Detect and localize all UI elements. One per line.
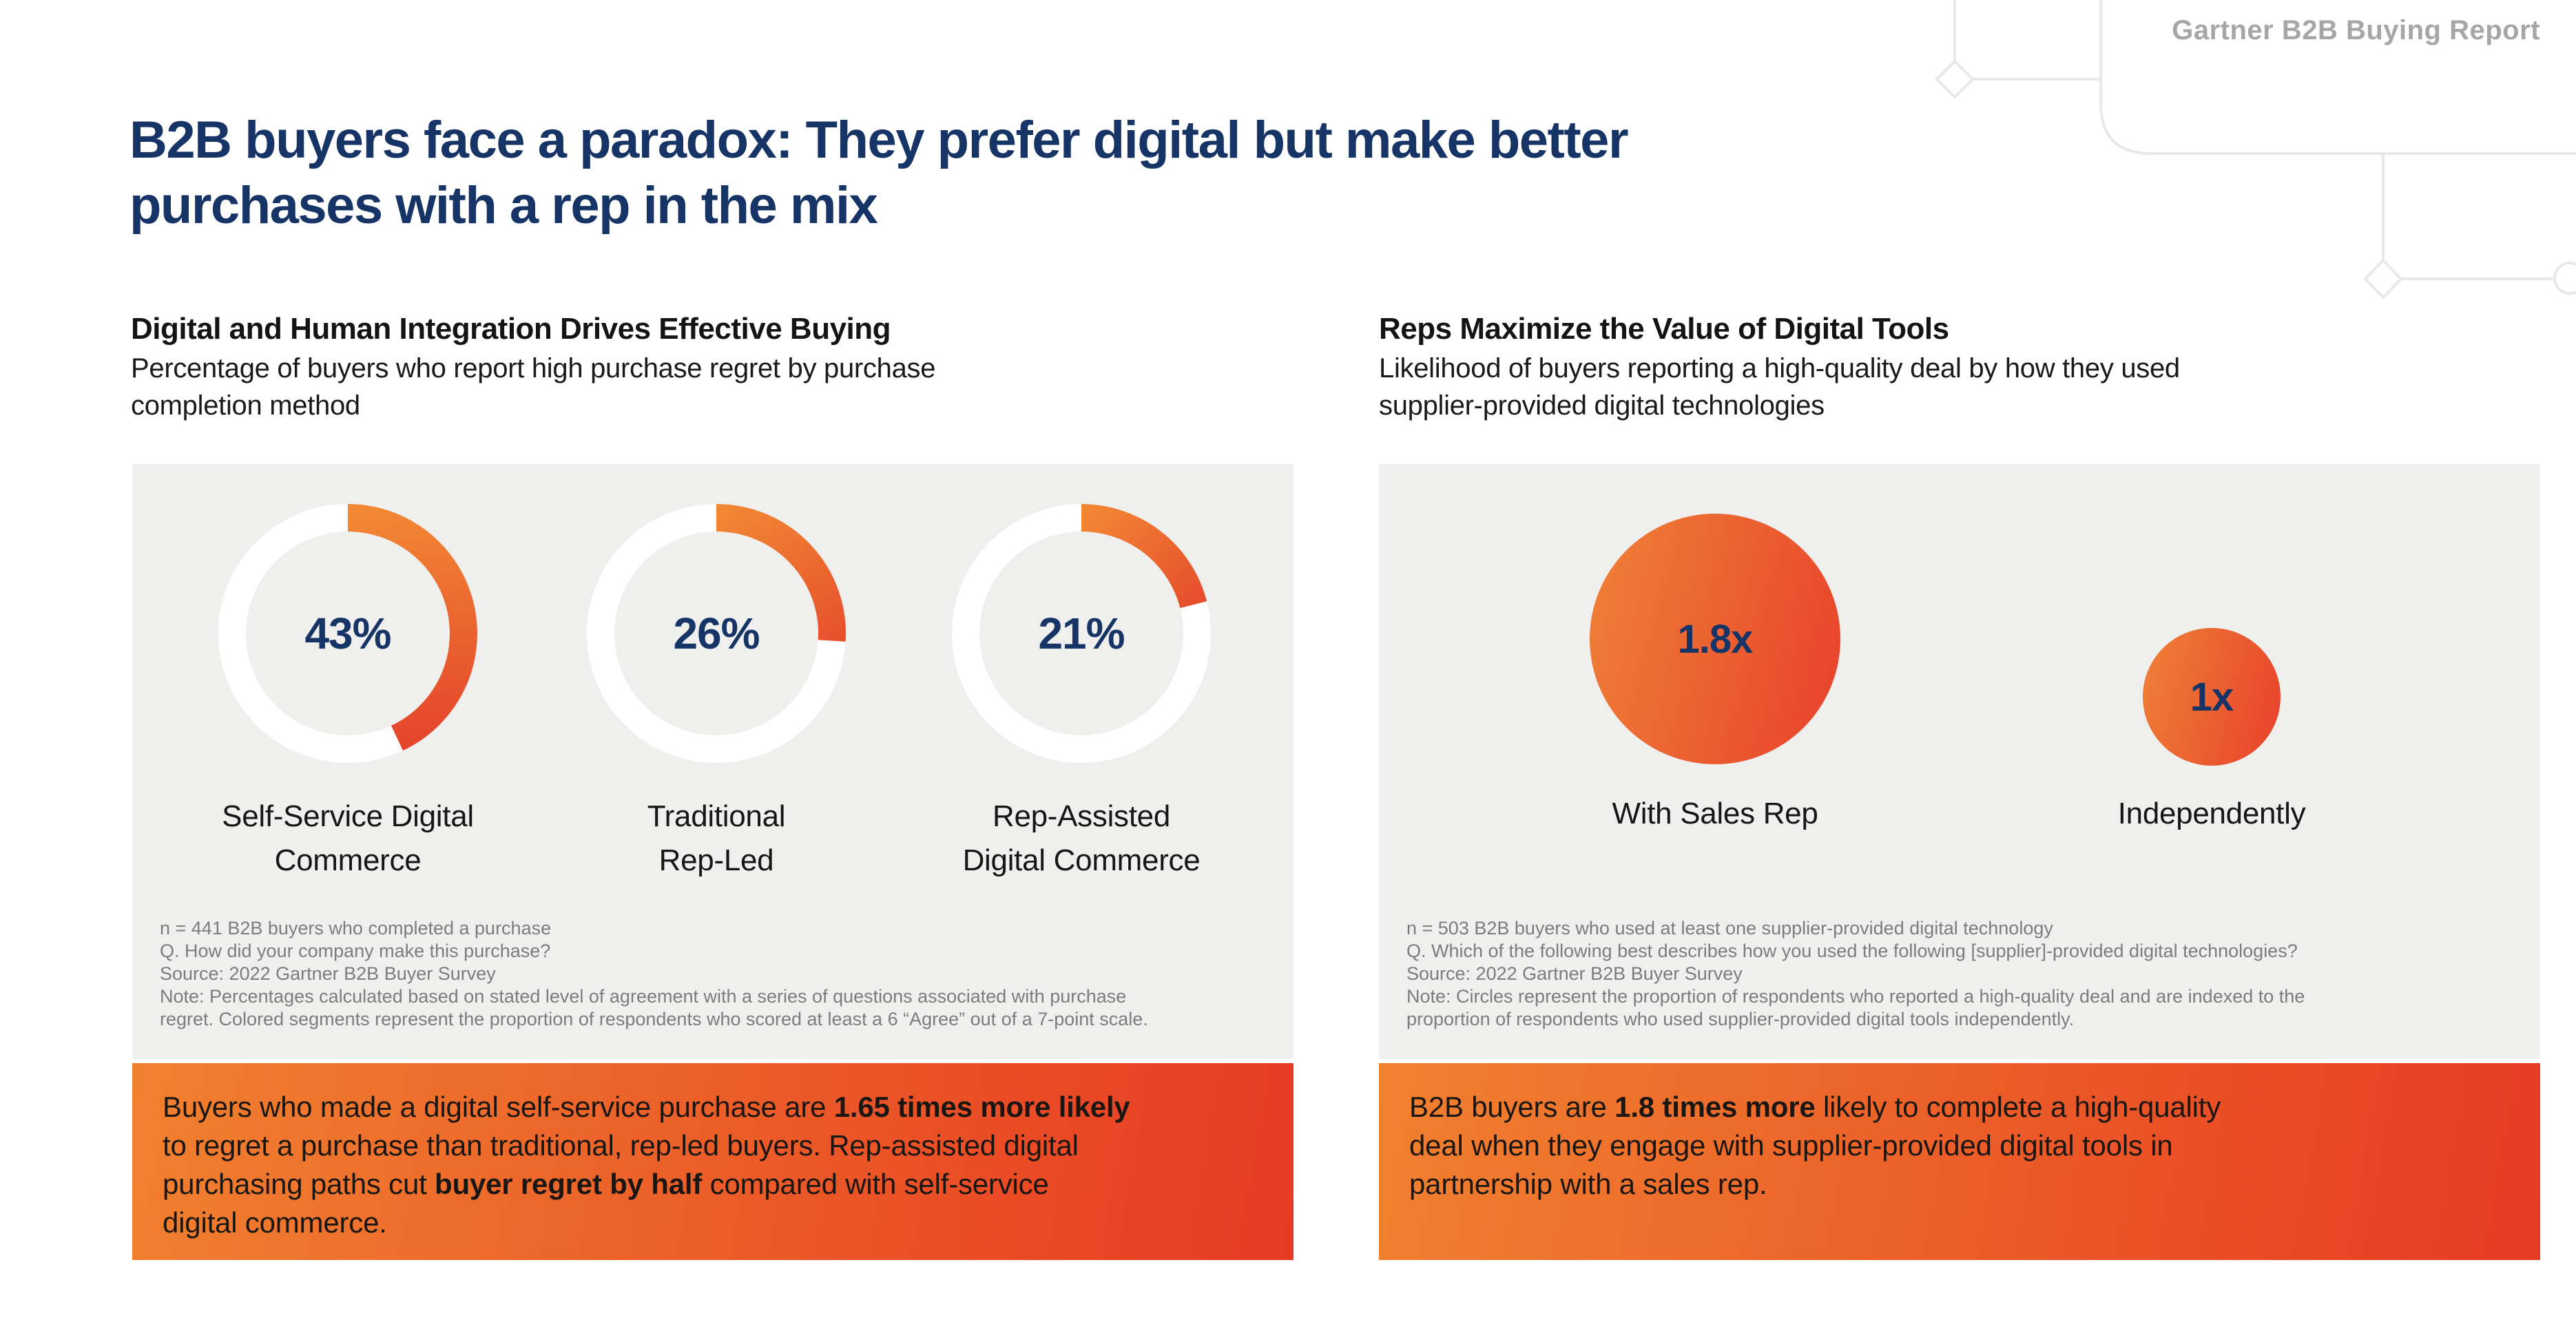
left-chart-footnotes: n = 441 B2B buyers who completed a purch…	[160, 917, 1276, 1031]
left-section-heading: Digital and Human Integration Drives Eff…	[131, 312, 891, 346]
left-subtitle-line-2: completion method	[131, 390, 360, 421]
footnote-line: proportion of respondents who used suppl…	[1406, 1009, 2075, 1029]
footnote-line: Source: 2022 Gartner B2B Buyer Survey	[1406, 963, 1743, 984]
donut-label-traditional: Traditional Rep-Led	[647, 799, 786, 877]
donut-value-label: 21%	[1038, 609, 1125, 658]
right-callout-banner: B2B buyers are 1.8 times more likely to …	[1379, 1063, 2540, 1260]
right-callout-text: B2B buyers are 1.8 times more likely to …	[1409, 1091, 2221, 1200]
circle-node-icon	[2553, 262, 2576, 295]
decor-line	[2099, 0, 2576, 155]
page-title: B2B buyers face a paradox: They prefer d…	[129, 107, 1629, 238]
left-subtitle-line-1: Percentage of buyers who report high pur…	[131, 353, 936, 384]
report-label: Gartner B2B Buying Report	[2172, 15, 2540, 45]
footnote-line: regret. Colored segments represent the p…	[160, 1009, 1148, 1029]
donut-label-self-service: Self-Service Digital Commerce	[222, 799, 474, 877]
donut-ring-43	[218, 504, 477, 763]
footnote-line: Note: Percentages calculated based on st…	[160, 986, 1127, 1007]
footnote-line: n = 503 B2B buyers who used at least one…	[1406, 918, 2053, 938]
page-title-line-1: B2B buyers face a paradox: They prefer d…	[129, 111, 1629, 169]
right-chart-footnotes: n = 503 B2B buyers who used at least one…	[1406, 917, 2522, 1031]
donut-ring-26	[587, 504, 846, 763]
footnote-line: Q. Which of the following best describes…	[1406, 941, 2298, 961]
circuit-decoration	[1935, 0, 2576, 300]
diamond-node-icon	[1935, 59, 1975, 99]
left-callout-text: Buyers who made a digital self-service p…	[163, 1091, 1130, 1239]
bubble-with-sales-rep: 1.8x	[1590, 514, 1840, 764]
regret-chart-panel: 43% 26%	[132, 464, 1294, 1059]
donut-chart-self-service: 43%	[217, 503, 479, 764]
footnote-line: n = 441 B2B buyers who completed a purch…	[160, 918, 552, 938]
bubble-label-with-sales-rep: With Sales Rep	[1612, 797, 1818, 830]
donut-value-label: 26%	[673, 609, 760, 658]
donut-ring-21	[952, 504, 1211, 763]
diamond-node-icon	[2363, 258, 2403, 300]
right-subtitle-line-2: supplier-provided digital technologies	[1379, 390, 1825, 421]
right-section-subtitle: Likelihood of buyers reporting a high-qu…	[1379, 350, 2180, 424]
emphasis-text: 1.65 times more likely	[833, 1091, 1130, 1123]
donut-chart-rep-assisted: 21%	[951, 503, 1212, 764]
emphasis-text: buyer regret by half	[435, 1168, 703, 1200]
bubble-independently: 1x	[2143, 628, 2281, 766]
donut-label-rep-assisted: Rep-Assisted Digital Commerce	[962, 799, 1201, 877]
left-callout-banner: Buyers who made a digital self-service p…	[132, 1063, 1294, 1260]
emphasis-text: 1.8 times more	[1614, 1091, 1816, 1123]
bubble-value-label: 1.8x	[1677, 616, 1754, 662]
digital-tools-chart-panel: 1.8x 1x With Sales Rep Independently n =…	[1379, 464, 2540, 1059]
donut-value-label: 43%	[304, 609, 391, 658]
page-title-line-2: purchases with a rep in the mix	[129, 176, 878, 235]
right-section-heading: Reps Maximize the Value of Digital Tools	[1379, 312, 1949, 346]
footnote-line: Source: 2022 Gartner B2B Buyer Survey	[160, 963, 496, 984]
footnote-line: Note: Circles represent the proportion o…	[1406, 986, 2305, 1007]
bubble-label-independently: Independently	[2117, 797, 2306, 830]
right-subtitle-line-1: Likelihood of buyers reporting a high-qu…	[1379, 353, 2180, 384]
footnote-line: Q. How did your company make this purcha…	[160, 941, 551, 961]
left-section-subtitle: Percentage of buyers who report high pur…	[131, 350, 935, 424]
bubble-value-label: 1x	[2190, 674, 2234, 720]
donut-chart-traditional: 26%	[585, 503, 847, 764]
